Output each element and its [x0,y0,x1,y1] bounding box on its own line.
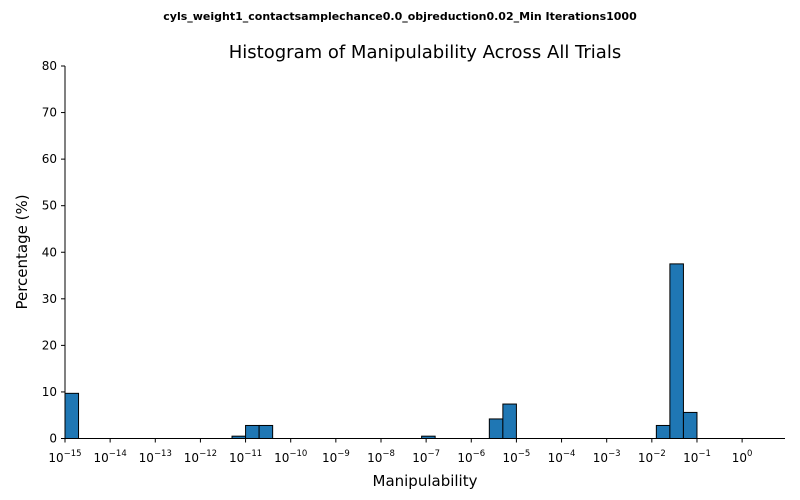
y-tick-label: 80 [42,59,57,73]
x-tick-label: 10−14 [94,449,127,465]
x-tick-label: 10−15 [48,449,81,465]
bars-group [64,263,698,440]
histogram-bar-6 [502,403,517,440]
y-tick-label: 70 [42,106,57,120]
y-tick-label: 0 [49,432,57,446]
y-tick-label: 20 [42,338,57,352]
x-tick-label: 10−2 [638,449,666,465]
x-tick-label: 10−4 [548,449,576,465]
x-tick-label: 10−5 [503,449,531,465]
x-tick-label: 10−11 [229,449,262,465]
x-tick-label: 10−9 [322,449,350,465]
x-tick-label: 10−7 [412,449,440,465]
x-tick-label: 10−10 [274,449,307,465]
x-tick-label: 10−6 [457,449,485,465]
y-axis-ticks: 0 10 20 30 40 50 60 70 80 [42,59,65,446]
y-tick-label: 40 [42,245,57,259]
x-axis-ticks: 10−15 10−14 10−13 10−12 10−11 10−10 10−9 10−8 10… [48,438,753,465]
histogram-bar-8 [669,263,684,439]
figure-suptitle: cyls_weight1_contactsamplechance0.0_objr… [163,10,637,23]
y-axis-label: Percentage (%) [13,194,31,309]
chart-title: Histogram of Manipulability Across All T… [229,42,621,63]
x-tick-label: 10−12 [184,449,217,465]
y-tick-label: 50 [42,199,57,213]
histogram-bar-3 [258,424,274,439]
x-tick-label: 100 [732,449,753,465]
x-axis-label: Manipulability [373,472,478,490]
y-tick-label: 60 [42,152,57,166]
histogram-bar-9 [682,411,698,439]
histogram-bar-2 [245,424,260,439]
x-tick-label: 10−13 [139,449,172,465]
x-tick-label: 10−8 [367,449,395,465]
x-tick-label: 10−1 [683,449,711,465]
histogram-bar-5 [488,418,504,440]
y-tick-label: 10 [42,385,57,399]
histogram-bar-7 [655,424,671,439]
histogram-bar-0 [64,392,80,440]
x-tick-label: 10−3 [593,449,621,465]
y-tick-label: 30 [42,292,57,306]
